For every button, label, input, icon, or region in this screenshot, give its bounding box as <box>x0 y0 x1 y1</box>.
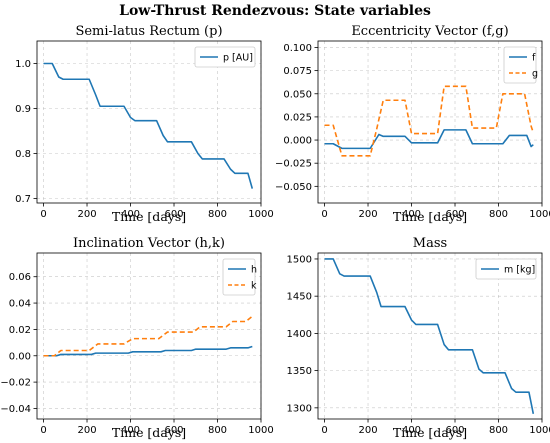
panel-title: Inclination Vector (h,k) <box>73 236 225 251</box>
x-tick-label: 800 <box>489 425 508 436</box>
y-tick-label: 0.9 <box>15 104 31 115</box>
y-tick-label: 1.0 <box>15 59 31 70</box>
legend: p [AU] <box>194 46 256 68</box>
y-tick-label: 1500 <box>287 254 312 265</box>
axes-frame <box>36 40 262 204</box>
legend-box <box>475 258 537 280</box>
x-tick-label: 600 <box>164 209 183 220</box>
y-tick-label: 1450 <box>287 292 312 303</box>
x-tick-label: 400 <box>121 425 140 436</box>
x-tick-label: 600 <box>164 425 183 436</box>
legend-box <box>222 258 256 296</box>
series-line-f <box>324 129 534 150</box>
panel-inclination-vector: Inclination Vector (h,k) 0 200 400 600 800 10… <box>0 236 273 440</box>
x-tick-label: 0 <box>40 425 46 436</box>
panel-eccentricity-vector: Eccentricity Vector (f,g) 0 200 400 600 800 1… <box>275 24 550 224</box>
x-tick-label: 800 <box>208 425 227 436</box>
x-tick-label: 1000 <box>529 425 550 436</box>
x-tick-label: 600 <box>445 209 464 220</box>
series-line-h <box>43 345 253 357</box>
x-axis-label: Time [days] <box>112 209 186 224</box>
axes-frame <box>36 252 262 420</box>
x-tick-label: 800 <box>489 209 508 220</box>
y-tick-label: 0.7 <box>15 194 31 205</box>
axes: 0 200 400 600 800 1000 −0.04 −0.02 0.00 0.02 0.04 0… <box>0 252 274 436</box>
y-tick-label: 0.8 <box>15 149 31 160</box>
panel-title: Eccentricity Vector (f,g) <box>351 24 508 39</box>
legend: hk <box>222 258 257 296</box>
y-tick-label: −0.02 <box>0 378 31 389</box>
series-line-m <box>324 258 535 414</box>
x-tick-label: 1000 <box>248 209 273 220</box>
legend-label: g <box>532 69 538 80</box>
y-tick-label: 0.06 <box>9 272 31 283</box>
x-tick-label: 200 <box>77 209 96 220</box>
y-tick-label: −0.050 <box>275 182 312 193</box>
y-tick-label: 0.000 <box>283 136 312 147</box>
axes: 0 200 400 600 800 1000 1300 1350 1400 1450 1500 m [… <box>287 252 550 436</box>
x-tick-label: 400 <box>402 209 421 220</box>
x-tick-label: 200 <box>77 425 96 436</box>
y-tick-label: 0.100 <box>283 43 312 54</box>
y-tick-label: 0.075 <box>283 66 312 77</box>
x-axis-label: Time [days] <box>393 425 467 440</box>
x-tick-label: 400 <box>402 425 421 436</box>
figure-title: Low-Thrust Rendezvous: State variables <box>119 3 431 19</box>
x-tick-label: 1000 <box>248 425 273 436</box>
x-tick-label: 800 <box>208 209 227 220</box>
y-tick-label: 0.050 <box>283 89 312 100</box>
x-tick-label: 0 <box>40 209 46 220</box>
legend-label: p [AU] <box>223 53 253 64</box>
legend-label: f <box>532 53 536 64</box>
legend-box <box>503 46 537 84</box>
panel-title: Mass <box>413 236 447 251</box>
series-line-k <box>43 315 253 357</box>
x-axis-label: Time [days] <box>112 425 186 440</box>
x-tick-label: 400 <box>121 209 140 220</box>
panel-semi-latus-rectum: Semi-latus Rectum (p) 0 200 400 600 800 10000… <box>15 24 274 224</box>
y-tick-label: 1300 <box>287 403 312 414</box>
y-tick-label: 1350 <box>287 366 312 377</box>
series-line-g <box>324 85 535 157</box>
x-axis-label: Time [days] <box>393 209 467 224</box>
legend-label: k <box>251 281 257 292</box>
y-tick-label: 0.00 <box>9 351 31 362</box>
series-line-p <box>43 62 254 189</box>
legend: fg <box>503 46 538 84</box>
y-tick-label: 0.025 <box>283 112 312 123</box>
x-tick-label: 200 <box>358 425 377 436</box>
x-tick-label: 600 <box>445 425 464 436</box>
panel-mass: Mass 0 200 400 600 800 1000 1300 1350 1400 1450 15… <box>287 236 550 440</box>
axes: 0 200 400 600 800 1000 −0.050 −0.025 0.000 0.025 0… <box>275 40 550 220</box>
axes: 0 200 400 600 800 1000 0.7 0.8 0.9 1.0 p [AU] <box>15 40 274 220</box>
y-tick-label: −0.025 <box>275 159 312 170</box>
legend-label: h <box>251 265 257 276</box>
x-tick-label: 0 <box>321 425 327 436</box>
axes-frame <box>317 40 543 204</box>
legend-box <box>194 46 256 68</box>
legend-label: m [kg] <box>504 265 535 276</box>
y-tick-label: −0.04 <box>0 404 31 415</box>
x-tick-label: 1000 <box>529 209 550 220</box>
y-tick-label: 1400 <box>287 329 312 340</box>
y-tick-label: 0.04 <box>9 299 31 310</box>
x-tick-label: 200 <box>358 209 377 220</box>
axes-frame <box>317 252 543 420</box>
x-tick-label: 0 <box>321 209 327 220</box>
panel-title: Semi-latus Rectum (p) <box>75 24 222 39</box>
legend: m [kg] <box>475 258 537 280</box>
y-tick-label: 0.02 <box>9 325 31 336</box>
